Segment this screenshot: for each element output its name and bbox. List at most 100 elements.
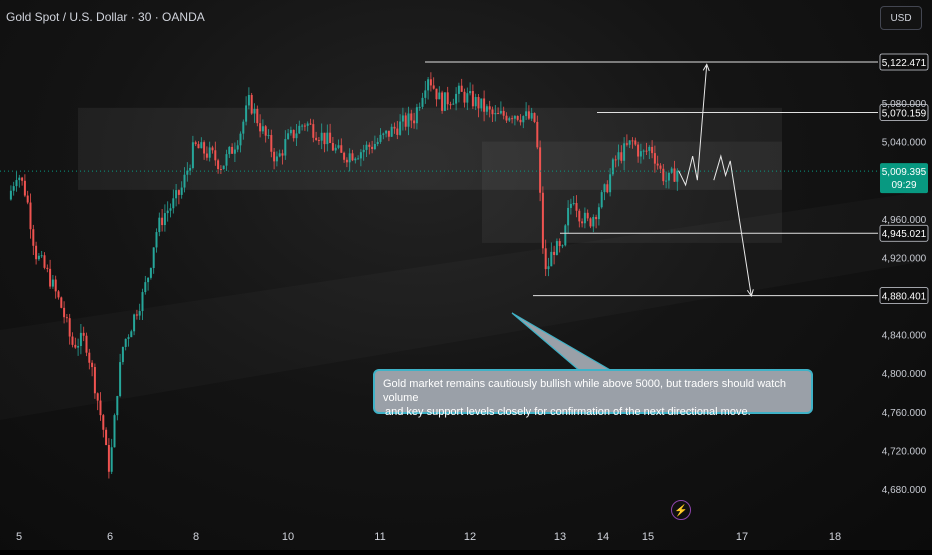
- level-label-1: 5,070.159: [879, 104, 929, 121]
- candle-body: [485, 106, 488, 112]
- candle-body: [43, 255, 46, 268]
- candle-body: [530, 113, 533, 119]
- candle-body: [648, 146, 651, 151]
- consolidation-zone: [78, 107, 782, 190]
- candle-body: [320, 132, 323, 141]
- candle-body: [348, 153, 351, 163]
- candle-body: [508, 118, 511, 121]
- level-label-box: [879, 287, 929, 305]
- candle-body: [343, 152, 346, 160]
- candle-body: [340, 145, 343, 153]
- candle-body: [205, 153, 208, 158]
- candle-body: [93, 367, 96, 394]
- x-tick-label: 13: [554, 531, 566, 543]
- candle-body: [561, 245, 564, 247]
- candle-body: [177, 190, 180, 195]
- candle-body: [589, 218, 592, 227]
- candle-body: [144, 282, 147, 293]
- candle-body: [639, 151, 642, 157]
- candle-body: [483, 98, 486, 112]
- level-label-box: [879, 224, 929, 242]
- candle-body: [628, 140, 631, 145]
- candle-body: [267, 135, 270, 137]
- level-label-text: 5,070.159: [882, 108, 927, 119]
- candle-body: [49, 268, 52, 287]
- candle-body: [68, 318, 71, 337]
- candle-body: [253, 108, 256, 114]
- level-label-box: [879, 104, 929, 121]
- candle-body: [247, 94, 250, 106]
- candle-body: [51, 279, 54, 287]
- candle-body: [606, 184, 609, 193]
- candle-body: [222, 165, 225, 170]
- candle-body: [553, 251, 556, 255]
- candle-body: [371, 146, 374, 150]
- candle-body: [662, 168, 665, 182]
- candle-body: [191, 142, 194, 169]
- candle-body: [567, 207, 570, 226]
- candle-body: [110, 447, 113, 472]
- candle-body: [541, 192, 544, 249]
- candle-body: [337, 145, 340, 148]
- candle-body: [287, 133, 290, 140]
- candle-body: [245, 105, 248, 122]
- x-tick-label: 14: [597, 531, 609, 543]
- candle-body: [74, 344, 77, 348]
- candle-body: [124, 338, 127, 347]
- candle-body: [488, 106, 491, 110]
- candle-body: [309, 123, 312, 125]
- candle-body: [550, 251, 553, 267]
- candle-body: [513, 116, 516, 119]
- candle-body: [653, 153, 656, 164]
- level-label-3: 4,880.401: [879, 287, 929, 305]
- candle-body: [609, 174, 612, 193]
- candle-body: [572, 203, 575, 205]
- candle-body: [670, 168, 673, 173]
- candle-body: [575, 203, 578, 211]
- candle-body: [57, 291, 60, 298]
- candle-body: [88, 352, 91, 363]
- currency-button[interactable]: USD: [880, 6, 922, 30]
- candle-body: [665, 180, 668, 182]
- candle-body: [133, 314, 136, 332]
- lightning-icon[interactable]: ⚡: [671, 500, 691, 520]
- candle-body: [620, 152, 623, 161]
- candle-body: [323, 132, 326, 145]
- candle-body: [676, 171, 679, 182]
- candle-body: [387, 130, 390, 137]
- y-tick-label: 4,840.000: [882, 331, 927, 342]
- candle-body: [231, 146, 234, 154]
- candle-body: [429, 79, 432, 86]
- x-tick-label: 6: [107, 531, 113, 543]
- annotation-callout[interactable]: Gold market remains cautiously bullish w…: [373, 369, 813, 418]
- candle-body: [163, 213, 166, 226]
- candle-body: [631, 140, 634, 142]
- candle-body: [116, 396, 119, 416]
- candle-body: [329, 132, 332, 143]
- x-tick-label: 8: [193, 531, 199, 543]
- candle-body: [331, 142, 334, 151]
- candle-body: [536, 121, 539, 148]
- candle-body: [214, 150, 217, 161]
- candle-body: [614, 159, 617, 161]
- candle-body: [141, 292, 144, 312]
- candle-body: [29, 202, 32, 230]
- annotation-line-2: and key support levels closely for confi…: [385, 406, 751, 418]
- candle-body: [203, 142, 206, 154]
- candle-body: [471, 91, 474, 107]
- candle-body: [105, 429, 108, 446]
- candle-body: [578, 210, 581, 222]
- y-tick-label: 5,080.000: [882, 99, 927, 110]
- candle-body: [586, 212, 589, 219]
- candle-body: [26, 195, 29, 203]
- projection-arrowhead-bearish: [746, 289, 754, 298]
- candle-body: [469, 91, 472, 94]
- candle-body: [317, 139, 320, 141]
- candle-body: [71, 336, 74, 345]
- candle-body: [637, 144, 640, 157]
- candle-body: [427, 79, 430, 91]
- candle-body: [189, 168, 192, 171]
- current-price-countdown: 09:29: [891, 180, 916, 191]
